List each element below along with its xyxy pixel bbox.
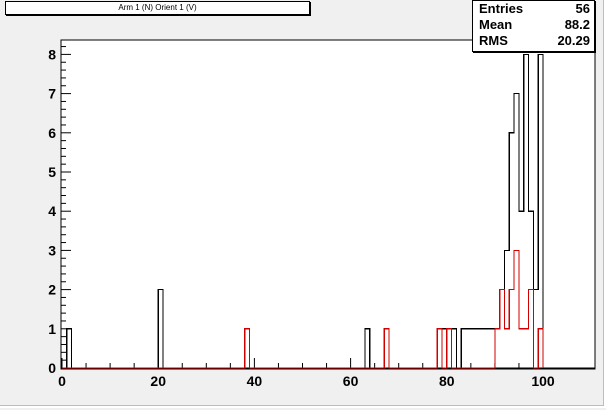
stat-label: Entries [479, 1, 524, 16]
stats-box: Entries 56 Mean 88.2 RMS 20.29 [472, 0, 595, 52]
x-tick-label: 40 [247, 373, 263, 389]
stat-value: 56 [575, 1, 590, 16]
x-tick-label: 60 [343, 373, 359, 389]
y-tick-label: 7 [48, 86, 56, 102]
y-tick-label: 1 [48, 321, 56, 337]
stat-row-mean: Mean 88.2 [479, 17, 590, 33]
y-tick-label: 0 [48, 360, 56, 376]
x-tick-label: 0 [58, 373, 66, 389]
y-tick-label: 8 [48, 46, 56, 62]
stat-row-rms: RMS 20.29 [479, 33, 590, 49]
x-tick-label: 80 [439, 373, 455, 389]
x-tick-label: 100 [531, 373, 555, 389]
stat-value: 20.29 [557, 33, 590, 48]
y-tick-label: 4 [48, 203, 56, 219]
stat-value: 88.2 [564, 17, 590, 32]
y-tick-label: 2 [48, 282, 56, 298]
x-tick-label: 20 [150, 373, 166, 389]
histogram-title: Arm 1 (N) Orient 1 (V) [5, 1, 310, 15]
stat-row-entries: Entries 56 [479, 1, 590, 17]
y-tick-label: 3 [48, 242, 56, 258]
y-tick-label: 6 [48, 125, 56, 141]
plot-area [60, 39, 596, 370]
stat-label: RMS [479, 33, 508, 48]
y-tick-label: 5 [48, 164, 56, 180]
histogram-series-2 [62, 249, 544, 369]
stat-label: Mean [479, 17, 513, 32]
